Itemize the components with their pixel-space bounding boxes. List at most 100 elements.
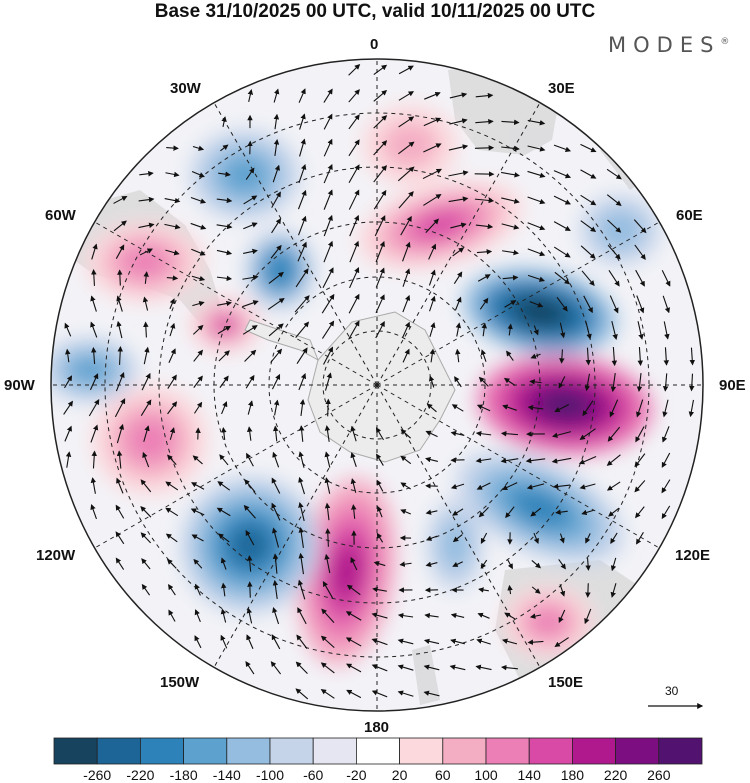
wind-vector: [346, 689, 362, 699]
latitude-circle: [322, 330, 432, 440]
wind-vector: [216, 197, 233, 204]
wind-vector: [611, 320, 618, 340]
wind-vector: [165, 171, 180, 178]
wind-vector: [89, 373, 99, 391]
wind-vector: [582, 400, 594, 417]
wind-vector: [373, 140, 388, 156]
wind-vector: [243, 195, 258, 205]
wind-vector: [221, 426, 227, 440]
wind-vector: [475, 430, 492, 437]
wind-vector: [245, 374, 255, 389]
wind-vector: [216, 275, 233, 282]
wind-vector: [400, 429, 412, 439]
wind-vector: [502, 404, 517, 411]
wind-vector: [117, 346, 123, 365]
wind-vector: [272, 606, 280, 625]
label-lon-30e: 30E: [548, 80, 575, 97]
wind-vector: [423, 664, 440, 671]
wind-vector: [218, 350, 230, 362]
wind-vector: [480, 349, 487, 362]
wind-vector: [448, 144, 469, 151]
wind-vector: [90, 321, 98, 338]
colorbar-swatch: [53, 737, 98, 765]
wind-vector: [116, 295, 123, 312]
wind-vector: [662, 426, 670, 443]
antarctic-peninsula: [244, 319, 319, 362]
wind-vector: [113, 196, 128, 204]
colorbar-tick-label: -180: [169, 767, 198, 783]
wind-vector: [422, 168, 443, 180]
wind-vector: [323, 138, 333, 157]
label-lon-150e: 150E: [548, 674, 584, 691]
wind-vector: [637, 321, 644, 340]
wind-vector: [247, 400, 254, 415]
label-lon-120e: 120E: [675, 547, 711, 564]
wind-vector: [299, 398, 306, 417]
wind-vector: [272, 164, 280, 183]
wind-vector: [527, 119, 546, 126]
wind-vector: [219, 454, 229, 466]
wind-vector: [398, 91, 415, 101]
wind-vector: [527, 222, 546, 231]
wind-vector: [527, 639, 544, 645]
wind-vector: [375, 427, 384, 441]
wind-vector: [297, 579, 306, 600]
wind-vector: [270, 661, 282, 675]
wind-vector: [218, 171, 231, 177]
wind-vector: [116, 320, 123, 339]
label-lon-60w: 60W: [45, 207, 76, 224]
anomaly-contour: [542, 391, 588, 419]
wind-vector: [476, 638, 491, 645]
wind-vector: [507, 559, 513, 570]
brand-text: MODES: [608, 33, 721, 57]
wind-vector: [559, 584, 566, 597]
wind-vector: [115, 504, 125, 519]
colorbar-tick-label: 60: [435, 767, 451, 783]
wind-vector: [452, 534, 463, 543]
wind-vector: [636, 399, 644, 418]
wind-vector: [138, 222, 155, 229]
wind-vector: [115, 557, 125, 570]
wind-vector: [663, 347, 670, 366]
wind-vector: [529, 301, 544, 308]
wind-vector: [193, 375, 203, 388]
wind-vector: [502, 274, 519, 281]
wind-vector: [167, 374, 177, 389]
anomaly-contour: [231, 527, 269, 563]
wind-vector: [634, 453, 646, 468]
anomaly-contour: [515, 298, 565, 326]
wind-vector: [322, 580, 334, 599]
wind-vector: [529, 379, 542, 385]
wind-vector: [636, 532, 644, 545]
wind-vector: [583, 295, 593, 314]
wind-vector: [247, 581, 253, 598]
wind-vector: [662, 295, 670, 314]
wind-vector: [372, 586, 387, 593]
wind-vector: [271, 502, 281, 521]
wind-vector: [501, 171, 520, 178]
wind-vector: [377, 505, 383, 518]
wind-vector: [553, 246, 571, 258]
wind-vector: [217, 300, 232, 307]
wind-vector: [688, 399, 695, 418]
wind-vector: [450, 612, 465, 619]
wind-vector: [501, 119, 520, 126]
wind-vector: [113, 220, 127, 232]
wind-vector: [351, 504, 357, 519]
wind-vector: [220, 608, 227, 623]
wind-vector: [607, 244, 621, 260]
wind-vector: [429, 348, 436, 363]
label-lon-30w: 30W: [170, 80, 201, 97]
wind-vector: [270, 244, 282, 259]
wind-vector: [138, 196, 155, 203]
wind-vector: [553, 221, 571, 231]
wind-vector: [423, 143, 442, 153]
wind-vector: [424, 91, 441, 100]
wind-vector: [376, 453, 384, 466]
wind-vector: [476, 482, 491, 490]
wind-vector: [140, 506, 152, 518]
wind-vector: [191, 170, 205, 178]
wind-vector: [475, 92, 494, 99]
wind-vector: [272, 425, 279, 442]
